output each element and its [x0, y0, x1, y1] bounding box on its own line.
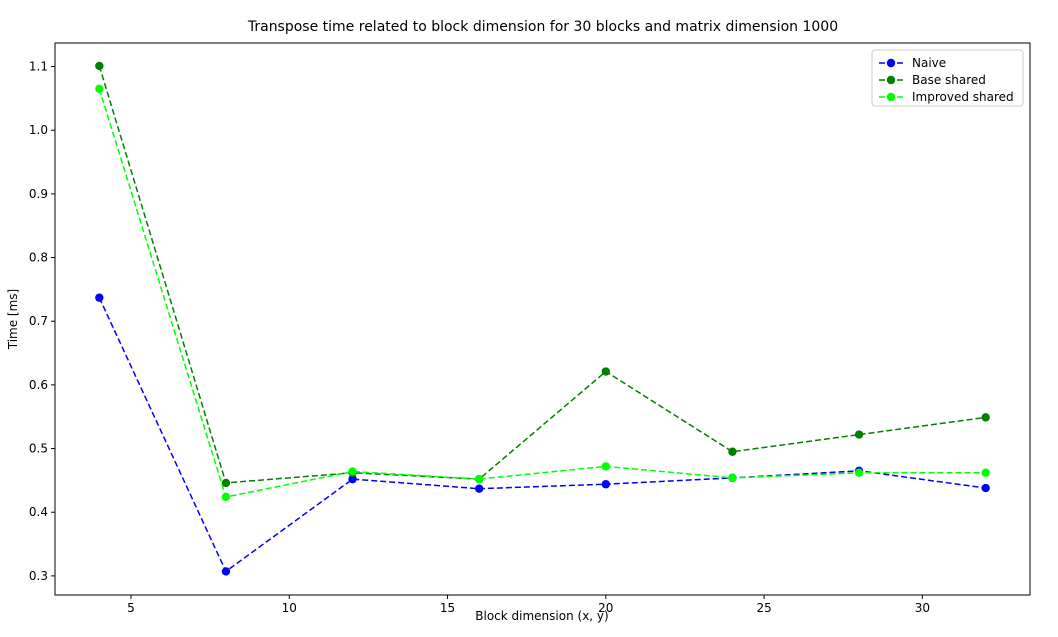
y-tick-label: 0.9 — [29, 187, 48, 201]
legend: Naive Base shared Improved shared — [871, 49, 1024, 107]
x-tick-label: 10 — [282, 601, 297, 615]
series-line — [98, 88, 986, 498]
y-tick-label: 0.4 — [29, 505, 48, 519]
data-point — [348, 467, 357, 476]
data-point — [728, 473, 737, 483]
data-point — [474, 474, 484, 484]
data-point — [221, 478, 231, 488]
y-axis: 0.3 0.4 0.5 0.6 0.7 0.8 0.9 1.0 1.1 — [29, 60, 55, 583]
series-improved-shared — [95, 84, 990, 502]
series-line — [98, 297, 986, 573]
data-point — [348, 474, 357, 484]
legend-label: Base shared — [912, 73, 986, 87]
data-point — [221, 492, 231, 502]
data-point — [981, 468, 990, 477]
data-point — [95, 293, 104, 302]
data-point — [601, 480, 611, 489]
data-point — [221, 567, 231, 576]
x-axis-label: Block dimension (x, y) — [475, 609, 608, 623]
data-point — [728, 447, 737, 456]
y-tick-label: 0.6 — [29, 378, 48, 392]
y-tick-label: 1.1 — [29, 60, 48, 74]
data-point — [474, 484, 484, 493]
data-point — [95, 61, 104, 71]
data-point — [854, 468, 864, 477]
legend-label: Improved shared — [912, 90, 1014, 104]
data-point — [981, 413, 990, 422]
data-point — [95, 84, 104, 94]
x-tick-label: 20 — [598, 601, 613, 615]
data-point — [601, 462, 611, 471]
series-layer — [95, 61, 990, 576]
y-axis-label: Time [ms] — [6, 289, 20, 351]
plot-area — [54, 42, 1031, 596]
chart-title: Transpose time related to block dimensio… — [247, 19, 838, 35]
y-tick-label: 0.5 — [29, 442, 48, 456]
series-line — [98, 65, 986, 484]
legend-box — [871, 49, 1024, 107]
legend-marker — [886, 58, 896, 68]
data-point — [981, 483, 990, 493]
x-axis: 5 10 15 20 25 30 — [127, 595, 930, 615]
y-tick-label: 0.7 — [29, 314, 48, 328]
series-base-shared — [95, 61, 990, 488]
data-point — [854, 430, 864, 439]
legend-marker — [886, 92, 896, 102]
y-tick-label: 1.0 — [29, 123, 48, 137]
y-tick-label: 0.3 — [29, 569, 48, 583]
legend-marker — [886, 75, 896, 85]
x-tick-label: 25 — [756, 601, 771, 615]
x-tick-label: 5 — [127, 601, 135, 615]
data-point — [601, 367, 611, 376]
x-tick-label: 15 — [440, 601, 455, 615]
x-tick-label: 30 — [915, 601, 930, 615]
y-tick-label: 0.8 — [29, 251, 48, 265]
legend-label: Naive — [912, 56, 946, 70]
